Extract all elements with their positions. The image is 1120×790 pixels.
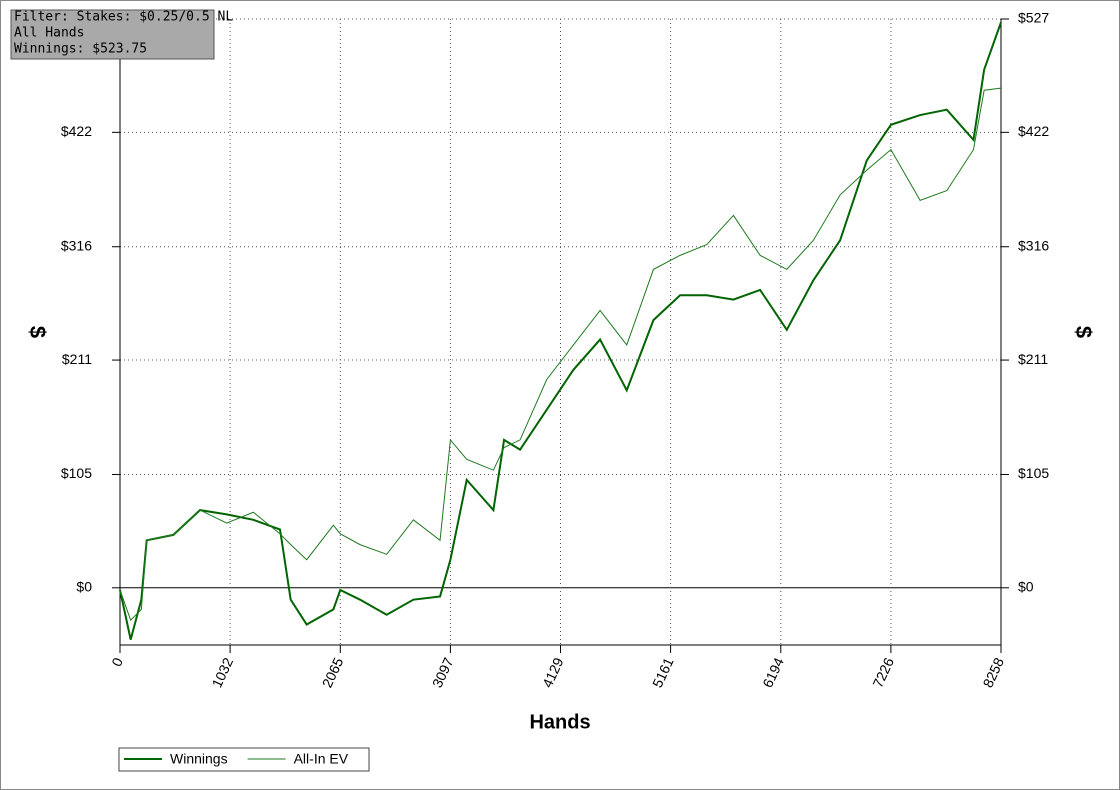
legend-box	[118, 747, 370, 772]
y-tick-label: $105	[61, 465, 92, 481]
y-tick-label: $316	[61, 237, 92, 253]
series-line	[119, 21, 1002, 640]
x-axis-label: Hands	[529, 711, 590, 733]
y-tick-label: $0	[76, 578, 92, 594]
legend: Winnings All-In EV	[118, 747, 370, 772]
info-box-bg	[10, 9, 215, 60]
y-tick-label-right: $0	[1018, 578, 1034, 594]
y-tick-label: $211	[62, 351, 92, 367]
series-line	[119, 87, 1002, 622]
info-line: All Hands	[14, 26, 84, 41]
y-tick-label-right: $422	[1018, 123, 1049, 139]
info-line: Filter: Stakes: $0.25/0.5 NL	[14, 10, 233, 25]
y-tick-label-right: $316	[1018, 237, 1049, 253]
info-line: Winnings: $523.75	[14, 42, 147, 57]
y-tick-label: $422	[61, 123, 92, 139]
y-tick-label-right: $211	[1018, 351, 1048, 367]
legend-label: All-In EV	[294, 751, 349, 767]
y-axis-label: $	[25, 326, 50, 338]
y-axis-label-right: $	[1071, 326, 1096, 338]
y-tick-label-right: $105	[1018, 465, 1049, 481]
legend-label: Winnings	[170, 751, 228, 767]
y-tick-label-right: $527	[1018, 10, 1049, 26]
